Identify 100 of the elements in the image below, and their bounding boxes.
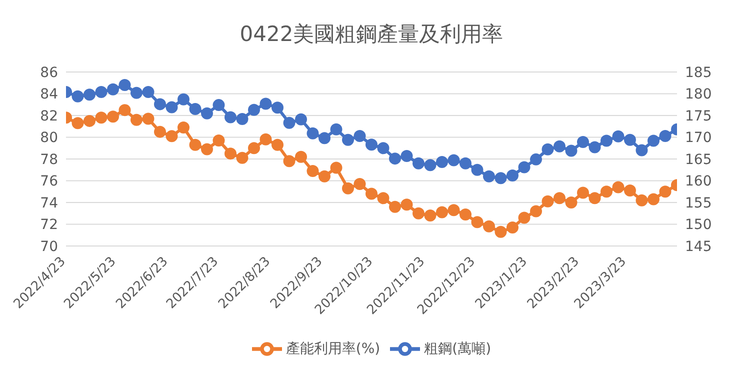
y2-tick-label: 155	[685, 195, 712, 212]
point	[424, 159, 436, 172]
point	[236, 112, 248, 125]
point	[448, 154, 460, 166]
point	[436, 206, 448, 218]
point	[636, 144, 648, 156]
point	[283, 116, 296, 129]
point	[412, 207, 424, 220]
point	[554, 192, 566, 204]
y-tick-label: 74	[40, 195, 58, 212]
point	[588, 192, 601, 204]
point	[377, 142, 390, 154]
point	[612, 130, 624, 142]
point	[212, 99, 225, 112]
point	[178, 93, 190, 106]
point	[118, 79, 131, 92]
point	[588, 141, 601, 154]
point	[189, 138, 202, 151]
point	[189, 102, 202, 115]
y-tick-label: 78	[40, 152, 58, 168]
point	[366, 138, 378, 151]
point	[648, 193, 660, 206]
point	[248, 142, 260, 154]
y2-tick-label: 160	[685, 174, 712, 190]
point	[318, 170, 330, 182]
point	[84, 114, 96, 127]
y2-tick-label: 175	[685, 108, 712, 124]
point	[224, 111, 236, 124]
point	[565, 196, 578, 208]
y-tick-label: 72	[40, 217, 58, 234]
point	[577, 186, 589, 199]
point	[400, 198, 413, 211]
point	[530, 205, 542, 218]
point	[600, 186, 612, 198]
point	[448, 204, 460, 216]
point	[95, 112, 108, 124]
point	[600, 134, 612, 147]
point	[295, 150, 307, 163]
y2-tick-label: 170	[685, 130, 712, 146]
point	[565, 144, 578, 157]
point	[530, 153, 542, 166]
point	[166, 101, 178, 114]
point	[389, 152, 401, 165]
y-tick-label: 70	[40, 238, 58, 255]
point	[483, 170, 495, 182]
point	[460, 157, 472, 170]
y2-tick-label: 150	[685, 217, 712, 234]
point	[389, 200, 401, 213]
point	[471, 216, 484, 228]
point	[306, 127, 319, 140]
y-tick-label: 86	[40, 64, 58, 81]
point	[400, 150, 413, 162]
point	[107, 83, 119, 96]
point	[330, 123, 342, 136]
point	[542, 143, 554, 156]
point	[624, 184, 636, 197]
point	[354, 130, 366, 142]
point	[460, 208, 472, 220]
point	[142, 112, 154, 125]
point	[342, 182, 354, 194]
point	[354, 178, 366, 190]
point	[130, 114, 142, 126]
point	[424, 210, 436, 222]
point	[72, 117, 84, 130]
point	[494, 172, 507, 184]
chart-title: 0422美國粗鋼產量及利用率	[238, 21, 504, 48]
point	[272, 102, 284, 114]
point	[330, 162, 342, 174]
point	[577, 136, 589, 148]
point	[283, 155, 296, 168]
point	[471, 164, 484, 176]
point	[366, 188, 378, 200]
point	[118, 104, 131, 116]
point	[130, 86, 142, 99]
point	[154, 98, 166, 110]
point	[412, 157, 424, 170]
point	[318, 132, 330, 144]
y-tick-label: 76	[40, 174, 58, 190]
point	[248, 104, 260, 116]
point	[201, 143, 213, 156]
point	[306, 164, 319, 177]
point	[107, 110, 119, 123]
point	[506, 222, 518, 234]
legend-label: 產能利用率(%)	[286, 340, 380, 357]
point	[554, 140, 566, 152]
point	[518, 161, 530, 174]
point	[377, 192, 390, 204]
point	[236, 152, 248, 164]
y-tick-label: 82	[40, 108, 58, 124]
point	[72, 90, 84, 102]
y-tick-label: 80	[40, 130, 58, 146]
legend-label: 粗鋼(萬噸)	[424, 340, 492, 357]
point	[212, 134, 225, 147]
point	[518, 212, 530, 224]
point	[95, 86, 108, 98]
point	[494, 226, 507, 238]
point	[648, 134, 660, 147]
point	[506, 170, 518, 182]
point	[142, 86, 154, 98]
y-tick-label: 84	[40, 86, 58, 103]
